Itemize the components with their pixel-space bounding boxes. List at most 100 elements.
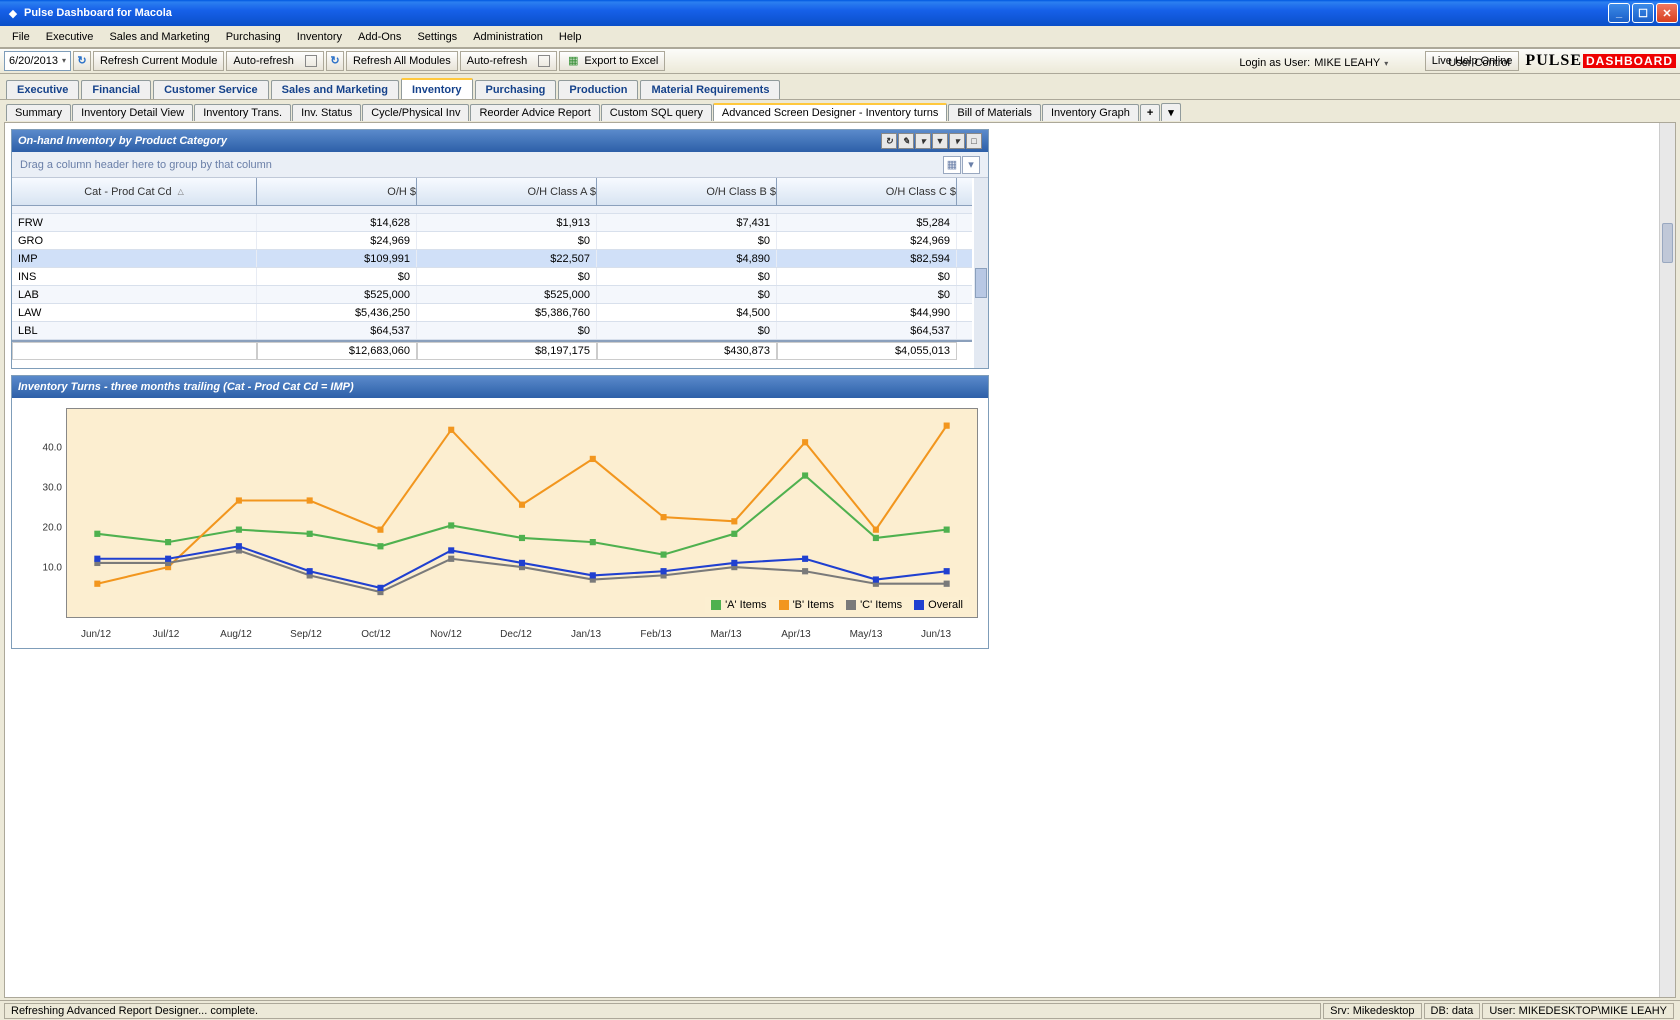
auto-refresh-2[interactable]: Auto-refresh xyxy=(460,51,558,71)
table-row[interactable]: LAW$5,436,250$5,386,760$4,500$44,990 xyxy=(12,304,972,322)
chart-title: Inventory Turns - three months trailing … xyxy=(18,381,354,393)
subtab-inv-status[interactable]: Inv. Status xyxy=(292,104,361,121)
x-tick: Dec/12 xyxy=(500,629,532,640)
panel-collapse-icon[interactable]: ▾ xyxy=(949,133,965,149)
total-cell: $12,683,060 xyxy=(257,342,417,360)
chart-legend: 'A' Items'B' Items'C' ItemsOverall xyxy=(705,597,969,613)
cell: LBL xyxy=(12,322,257,339)
chart-area: 'A' Items'B' Items'C' ItemsOverall 10.02… xyxy=(12,398,988,648)
refresh-all-button[interactable]: Refresh All Modules xyxy=(346,51,458,71)
subtab-inventory-graph[interactable]: Inventory Graph xyxy=(1042,104,1139,121)
maximize-button[interactable]: ☐ xyxy=(1632,3,1654,23)
subtab-add[interactable]: + xyxy=(1140,104,1160,121)
refresh-all-icon[interactable] xyxy=(326,51,344,71)
menu-executive[interactable]: Executive xyxy=(38,28,102,46)
table-row[interactable]: FRW$14,628$1,913$7,431$5,284 xyxy=(12,214,972,232)
cell: $14,628 xyxy=(257,214,417,231)
subtab-cycle-physical-inv[interactable]: Cycle/Physical Inv xyxy=(362,104,469,121)
refresh-current-button[interactable]: Refresh Current Module xyxy=(93,51,224,71)
table-row[interactable]: LAB$525,000$525,000$0$0 xyxy=(12,286,972,304)
grid-scrollbar[interactable] xyxy=(974,178,988,368)
table-row[interactable]: LBL$64,537$0$0$64,537 xyxy=(12,322,972,340)
cell: $64,537 xyxy=(257,322,417,339)
cell: $0 xyxy=(597,232,777,249)
subtab-more[interactable]: ▾ xyxy=(1161,103,1181,121)
chart-panel-header: Inventory Turns - three months trailing … xyxy=(12,376,988,398)
subtab-inventory-trans-[interactable]: Inventory Trans. xyxy=(194,104,291,121)
tab-financial[interactable]: Financial xyxy=(81,80,151,99)
legend-item: 'B' Items xyxy=(779,599,835,611)
cell: $44,990 xyxy=(777,304,957,321)
panel-expand-icon[interactable]: ▾ xyxy=(915,133,931,149)
menu-purchasing[interactable]: Purchasing xyxy=(218,28,289,46)
y-tick: 30.0 xyxy=(43,483,62,494)
col-header[interactable]: Cat - Prod Cat Cd xyxy=(12,178,257,205)
tab-material-requirements[interactable]: Material Requirements xyxy=(640,80,780,99)
col-header[interactable]: O/H $ xyxy=(257,178,417,205)
refresh-icon xyxy=(328,54,342,68)
minimize-button[interactable]: _ xyxy=(1608,3,1630,23)
panel-refresh-icon[interactable]: ↻ xyxy=(881,133,897,149)
subtab-summary[interactable]: Summary xyxy=(6,104,71,121)
cell: LAW xyxy=(12,304,257,321)
col-header[interactable]: O/H Class A $ xyxy=(417,178,597,205)
col-header[interactable]: O/H Class B $ xyxy=(597,178,777,205)
auto-refresh-1[interactable]: Auto-refresh xyxy=(226,51,324,71)
cell: IMP xyxy=(12,250,257,267)
subtab-bill-of-materials[interactable]: Bill of Materials xyxy=(948,104,1041,121)
menu-settings[interactable]: Settings xyxy=(409,28,465,46)
content-scrollbar[interactable] xyxy=(1659,123,1675,997)
menu-sales-and-marketing[interactable]: Sales and Marketing xyxy=(101,28,217,46)
panel-settings-icon[interactable]: ✎ xyxy=(898,133,914,149)
cell: $24,969 xyxy=(777,232,957,249)
cell: $0 xyxy=(257,268,417,285)
title-bar: ◆ Pulse Dashboard for Macola _ ☐ ✕ xyxy=(0,0,1680,26)
tab-sales-and-marketing[interactable]: Sales and Marketing xyxy=(271,80,399,99)
chart-plot: 'A' Items'B' Items'C' ItemsOverall xyxy=(66,408,978,618)
subtab-inventory-detail-view[interactable]: Inventory Detail View xyxy=(72,104,193,121)
menu-administration[interactable]: Administration xyxy=(465,28,551,46)
columns-dd-icon[interactable]: ▾ xyxy=(962,156,980,174)
user-control-button[interactable]: User Control xyxy=(1448,57,1510,69)
main-tabs: ExecutiveFinancialCustomer ServiceSales … xyxy=(0,75,1680,99)
table-row[interactable]: GRO$24,969$0$0$24,969 xyxy=(12,232,972,250)
menu-file[interactable]: File xyxy=(4,28,38,46)
menu-inventory[interactable]: Inventory xyxy=(289,28,350,46)
auto-refresh-label: Auto-refresh xyxy=(233,55,294,67)
export-excel-button[interactable]: Export to Excel xyxy=(559,51,665,71)
subtab-advanced-screen-designer-inventory-turns[interactable]: Advanced Screen Designer - Inventory tur… xyxy=(713,103,947,121)
refresh-icon-button[interactable] xyxy=(73,51,91,71)
menu-bar: FileExecutiveSales and MarketingPurchasi… xyxy=(0,26,1680,48)
chart-svg xyxy=(67,409,977,617)
col-header[interactable]: O/H Class C $ xyxy=(777,178,957,205)
group-bar[interactable]: Drag a column header here to group by th… xyxy=(12,152,988,178)
table-row[interactable]: IMP$109,991$22,507$4,890$82,594 xyxy=(12,250,972,268)
table-row[interactable]: INS$0$0$0$0 xyxy=(12,268,972,286)
x-tick: Jun/13 xyxy=(921,629,951,640)
date-picker[interactable]: 6/20/2013 xyxy=(4,51,71,71)
x-tick: Feb/13 xyxy=(640,629,671,640)
tab-customer-service[interactable]: Customer Service xyxy=(153,80,269,99)
cell: $0 xyxy=(777,268,957,285)
chart-panel: Inventory Turns - three months trailing … xyxy=(11,375,989,649)
menu-add-ons[interactable]: Add-Ons xyxy=(350,28,409,46)
panel-maximize-icon[interactable]: □ xyxy=(966,133,982,149)
close-button[interactable]: ✕ xyxy=(1656,3,1678,23)
subtab-reorder-advice-report[interactable]: Reorder Advice Report xyxy=(470,104,599,121)
menu-help[interactable]: Help xyxy=(551,28,590,46)
tab-production[interactable]: Production xyxy=(558,80,638,99)
user-dropdown[interactable]: MIKE LEAHY xyxy=(1314,57,1444,69)
subtab-custom-sql-query[interactable]: Custom SQL query xyxy=(601,104,712,121)
x-tick: Mar/13 xyxy=(710,629,741,640)
panel-filter-icon[interactable]: ▼ xyxy=(932,133,948,149)
cell: $0 xyxy=(597,322,777,339)
tab-executive[interactable]: Executive xyxy=(6,80,79,99)
cell: $525,000 xyxy=(417,286,597,303)
total-cell: $4,055,013 xyxy=(777,342,957,360)
tab-inventory[interactable]: Inventory xyxy=(401,78,473,99)
y-tick: 10.0 xyxy=(43,563,62,574)
columns-icon[interactable]: ▦ xyxy=(943,156,961,174)
cell: $109,991 xyxy=(257,250,417,267)
cell: INS xyxy=(12,268,257,285)
tab-purchasing[interactable]: Purchasing xyxy=(475,80,557,99)
